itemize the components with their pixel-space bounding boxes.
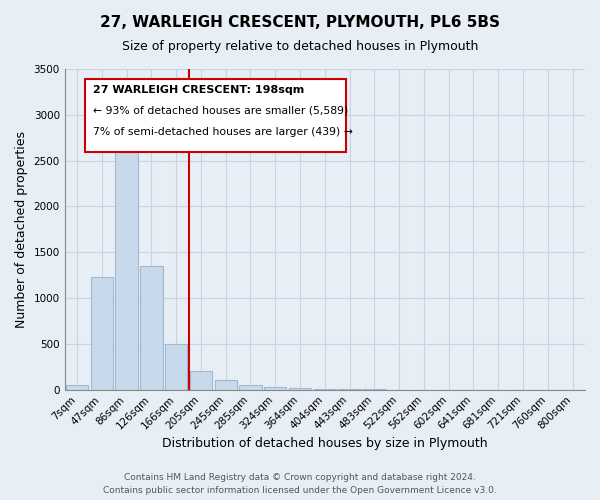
Text: 7% of semi-detached houses are larger (439) →: 7% of semi-detached houses are larger (4… (93, 126, 353, 136)
Bar (190, 372, 212, 390)
Text: 27 WARLEIGH CRESCENT: 198sqm: 27 WARLEIGH CRESCENT: 198sqm (93, 85, 305, 95)
Bar (115, 152, 138, 390)
Y-axis label: Number of detached properties: Number of detached properties (15, 131, 28, 328)
Text: ← 93% of detached houses are smaller (5,589): ← 93% of detached houses are smaller (5,… (93, 106, 349, 116)
Bar (140, 266, 163, 390)
Bar (91, 277, 113, 390)
Text: Size of property relative to detached houses in Plymouth: Size of property relative to detached ho… (122, 40, 478, 53)
Bar (239, 385, 262, 390)
Bar (264, 387, 286, 390)
Bar (314, 389, 336, 390)
Bar (289, 388, 311, 390)
Text: 27, WARLEIGH CRESCENT, PLYMOUTH, PL6 5BS: 27, WARLEIGH CRESCENT, PLYMOUTH, PL6 5BS (100, 15, 500, 30)
Bar (165, 344, 187, 390)
Text: Contains HM Land Registry data © Crown copyright and database right 2024.
Contai: Contains HM Land Registry data © Crown c… (103, 473, 497, 495)
Bar (66, 385, 88, 390)
FancyBboxPatch shape (85, 78, 346, 152)
X-axis label: Distribution of detached houses by size in Plymouth: Distribution of detached houses by size … (162, 437, 488, 450)
Bar (215, 380, 237, 390)
